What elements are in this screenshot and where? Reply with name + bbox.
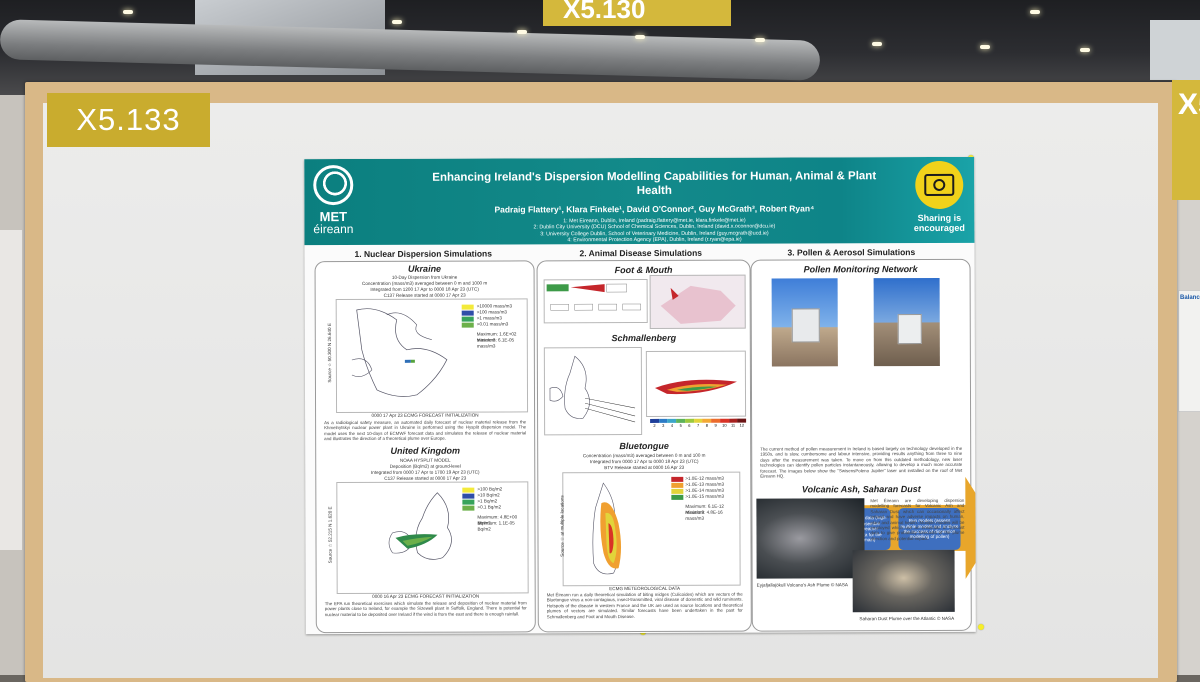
bluetongue-text: Met Éireann run a daily theoretical simu… [546,591,743,619]
uk-deposition-map: >100 Bq/m2 >10 Bq/m2 >1 Bq/m2 >0.1 Bq/m2… [336,481,529,595]
schmallenberg-map-uk [543,346,643,436]
legend-stat: Minimum: 6.1E-05 mass/m3 [476,337,515,349]
schmallenberg-plume-map [645,350,747,417]
scale-tick: 3 [658,418,668,431]
poster-authors: Padraig Flattery¹, Klara Finkele¹, David… [494,203,815,215]
legend-item: >1.0E-14 mass/m3 [685,487,725,493]
legend-item: >10 Bq/m2 [477,492,500,498]
poster-header: MET éireann Enhancing Ireland's Dispersi… [304,156,975,246]
section-title-nuclear: 1. Nuclear Dispersion Simulations [354,248,492,259]
sharing-label: Sharing is encouraged [913,212,965,234]
pollen-network-title: Pollen Monitoring Network [803,264,918,275]
research-poster: MET éireann Enhancing Ireland's Dispersi… [304,156,976,635]
schmallenberg-scale: 2 3 4 5 6 7 8 9 10 11 12 [650,418,747,431]
scale-tick: 8 [702,418,712,431]
scale-tick: 7 [693,418,703,431]
pushpin [978,624,984,630]
right-neighbor-poster: Balance [1178,290,1200,412]
pollen-sensor-photo-2 [873,277,940,367]
fmd-flow-diagram [543,278,648,324]
sharing-badge: Sharing is encouraged [904,159,974,241]
logo-line-2: éireann [313,221,354,237]
ukraine-dispersion-map: >10000 mass/m3 >100 mass/m3 >1 mass/m3 >… [335,298,529,414]
ceiling-light [123,10,133,14]
legend-item: >1.0E-12 mass/m3 [685,475,724,481]
legend-item: >100 Bq/m2 [477,486,503,492]
legend-item: >0.1 Bq/m2 [477,504,502,510]
scale-tick: 11 [728,418,738,431]
volcanic-title: Volcanic Ash, Saharan Dust [801,484,921,495]
room-number-sign: X5.133 [47,93,210,147]
ceiling-light [392,20,402,24]
met-eireann-logo: MET éireann [308,164,358,243]
scale-tick: 5 [676,418,686,431]
poster-affiliations: 1: Met Eireann, Dublin, Ireland (padraig… [464,217,844,244]
legend-item: >10000 mass/m3 [476,303,513,309]
saharan-dust-photo [852,549,955,613]
bluetongue-map: >1.0E-12 mass/m3 >1.0E-13 mass/m3 >1.0E-… [562,471,741,587]
legend-item: >1 Bq/m2 [477,498,498,504]
scale-tick: 12 [737,418,747,431]
uk-title: United Kingdom [390,445,460,456]
legend-item: >1.0E-15 mass/m3 [685,493,725,499]
ukraine-source: Source ☆ 50.300 N 26.640 E [326,323,333,383]
ukraine-title: Ukraine [408,263,442,274]
scale-tick: 2 [650,418,659,431]
bluetongue-title: Bluetongue [619,440,669,452]
legend-stat: Minimum: 1.1E-05 Bq/m2 [477,520,515,532]
legend-stat: Minimum: 4.8E-16 mass/m3 [685,509,723,521]
volcanic-text: Met Éireann are developing dispersion mo… [870,497,965,542]
legend-item: >1 mass/m3 [476,315,502,321]
ceiling-light [872,42,882,46]
scale-tick: 6 [685,418,694,431]
ceiling-light [980,45,990,49]
poster-title: Enhancing Ireland's Dispersion Modelling… [432,170,877,198]
section-title-pollen: 3. Pollen & Aerosol Simulations [787,247,916,258]
ceiling-light [635,35,645,39]
scale-tick: 4 [667,418,677,431]
affiliation: 4: Environmental Protection Agency (EPA)… [567,236,742,244]
volcanic-photo-caption: Eyjafjallajökull Volcano's Ash Plume © N… [756,582,849,588]
scale-tick: 10 [719,418,729,431]
pollen-column: Pollen Monitoring Network Create a map o… [750,258,972,632]
camera-icon [915,160,964,210]
legend-item: >0.01 mass/m3 [476,321,509,327]
nuclear-column: Ukraine 10-Day Dispersion from Ukraine C… [314,260,536,634]
legend-item: >100 mass/m3 [476,309,507,315]
fmd-map [649,274,746,329]
ukraine-footer: 0000 17 Apr 23 ECMG FORECAST INITIALIZAT… [371,412,479,418]
section-title-animal: 2. Animal Disease Simulations [579,247,703,259]
pollen-sensor-photo-1 [771,278,838,367]
bluetongue-release: BTV Release started at 0000 16 Apr 23 [604,464,685,471]
ceiling-light [1030,10,1040,14]
ceiling-light [1080,48,1090,52]
ukraine-text: As a radiological safety measure, an aut… [324,419,527,442]
volcanic-ash-photo [756,498,865,579]
legend-item: >1.0E-13 mass/m3 [685,481,725,487]
left-neighbor-board [0,230,22,550]
bluetongue-source: Source ☆ at multiple locations [559,495,565,557]
met-eireann-swirl-icon [313,164,354,206]
uk-footer: 0000 16 Apr 23 ECMG FORECAST INITIALIZAT… [372,593,480,599]
ceiling-light [517,30,527,34]
scale-tick: 9 [711,418,720,431]
pollen-text: The current method of pollen measurement… [760,445,963,479]
ceiling-window-right [1150,20,1200,80]
side-booth-sign: X5.1 [1172,80,1200,200]
schmallenberg-title: Schmallenberg [611,332,677,344]
top-booth-sign: X5.130 [543,0,731,26]
saharan-photo-caption: Saharan Dust Plume over the Atlantic © N… [859,615,955,622]
animal-column: Foot & Mouth Schmallenberg [536,259,752,633]
uk-text: The EPA run theoretical exercises which … [324,600,527,617]
uk-source: Source ☆ 52.215 N 1.620 E [327,506,333,564]
ceiling-light [755,38,765,42]
